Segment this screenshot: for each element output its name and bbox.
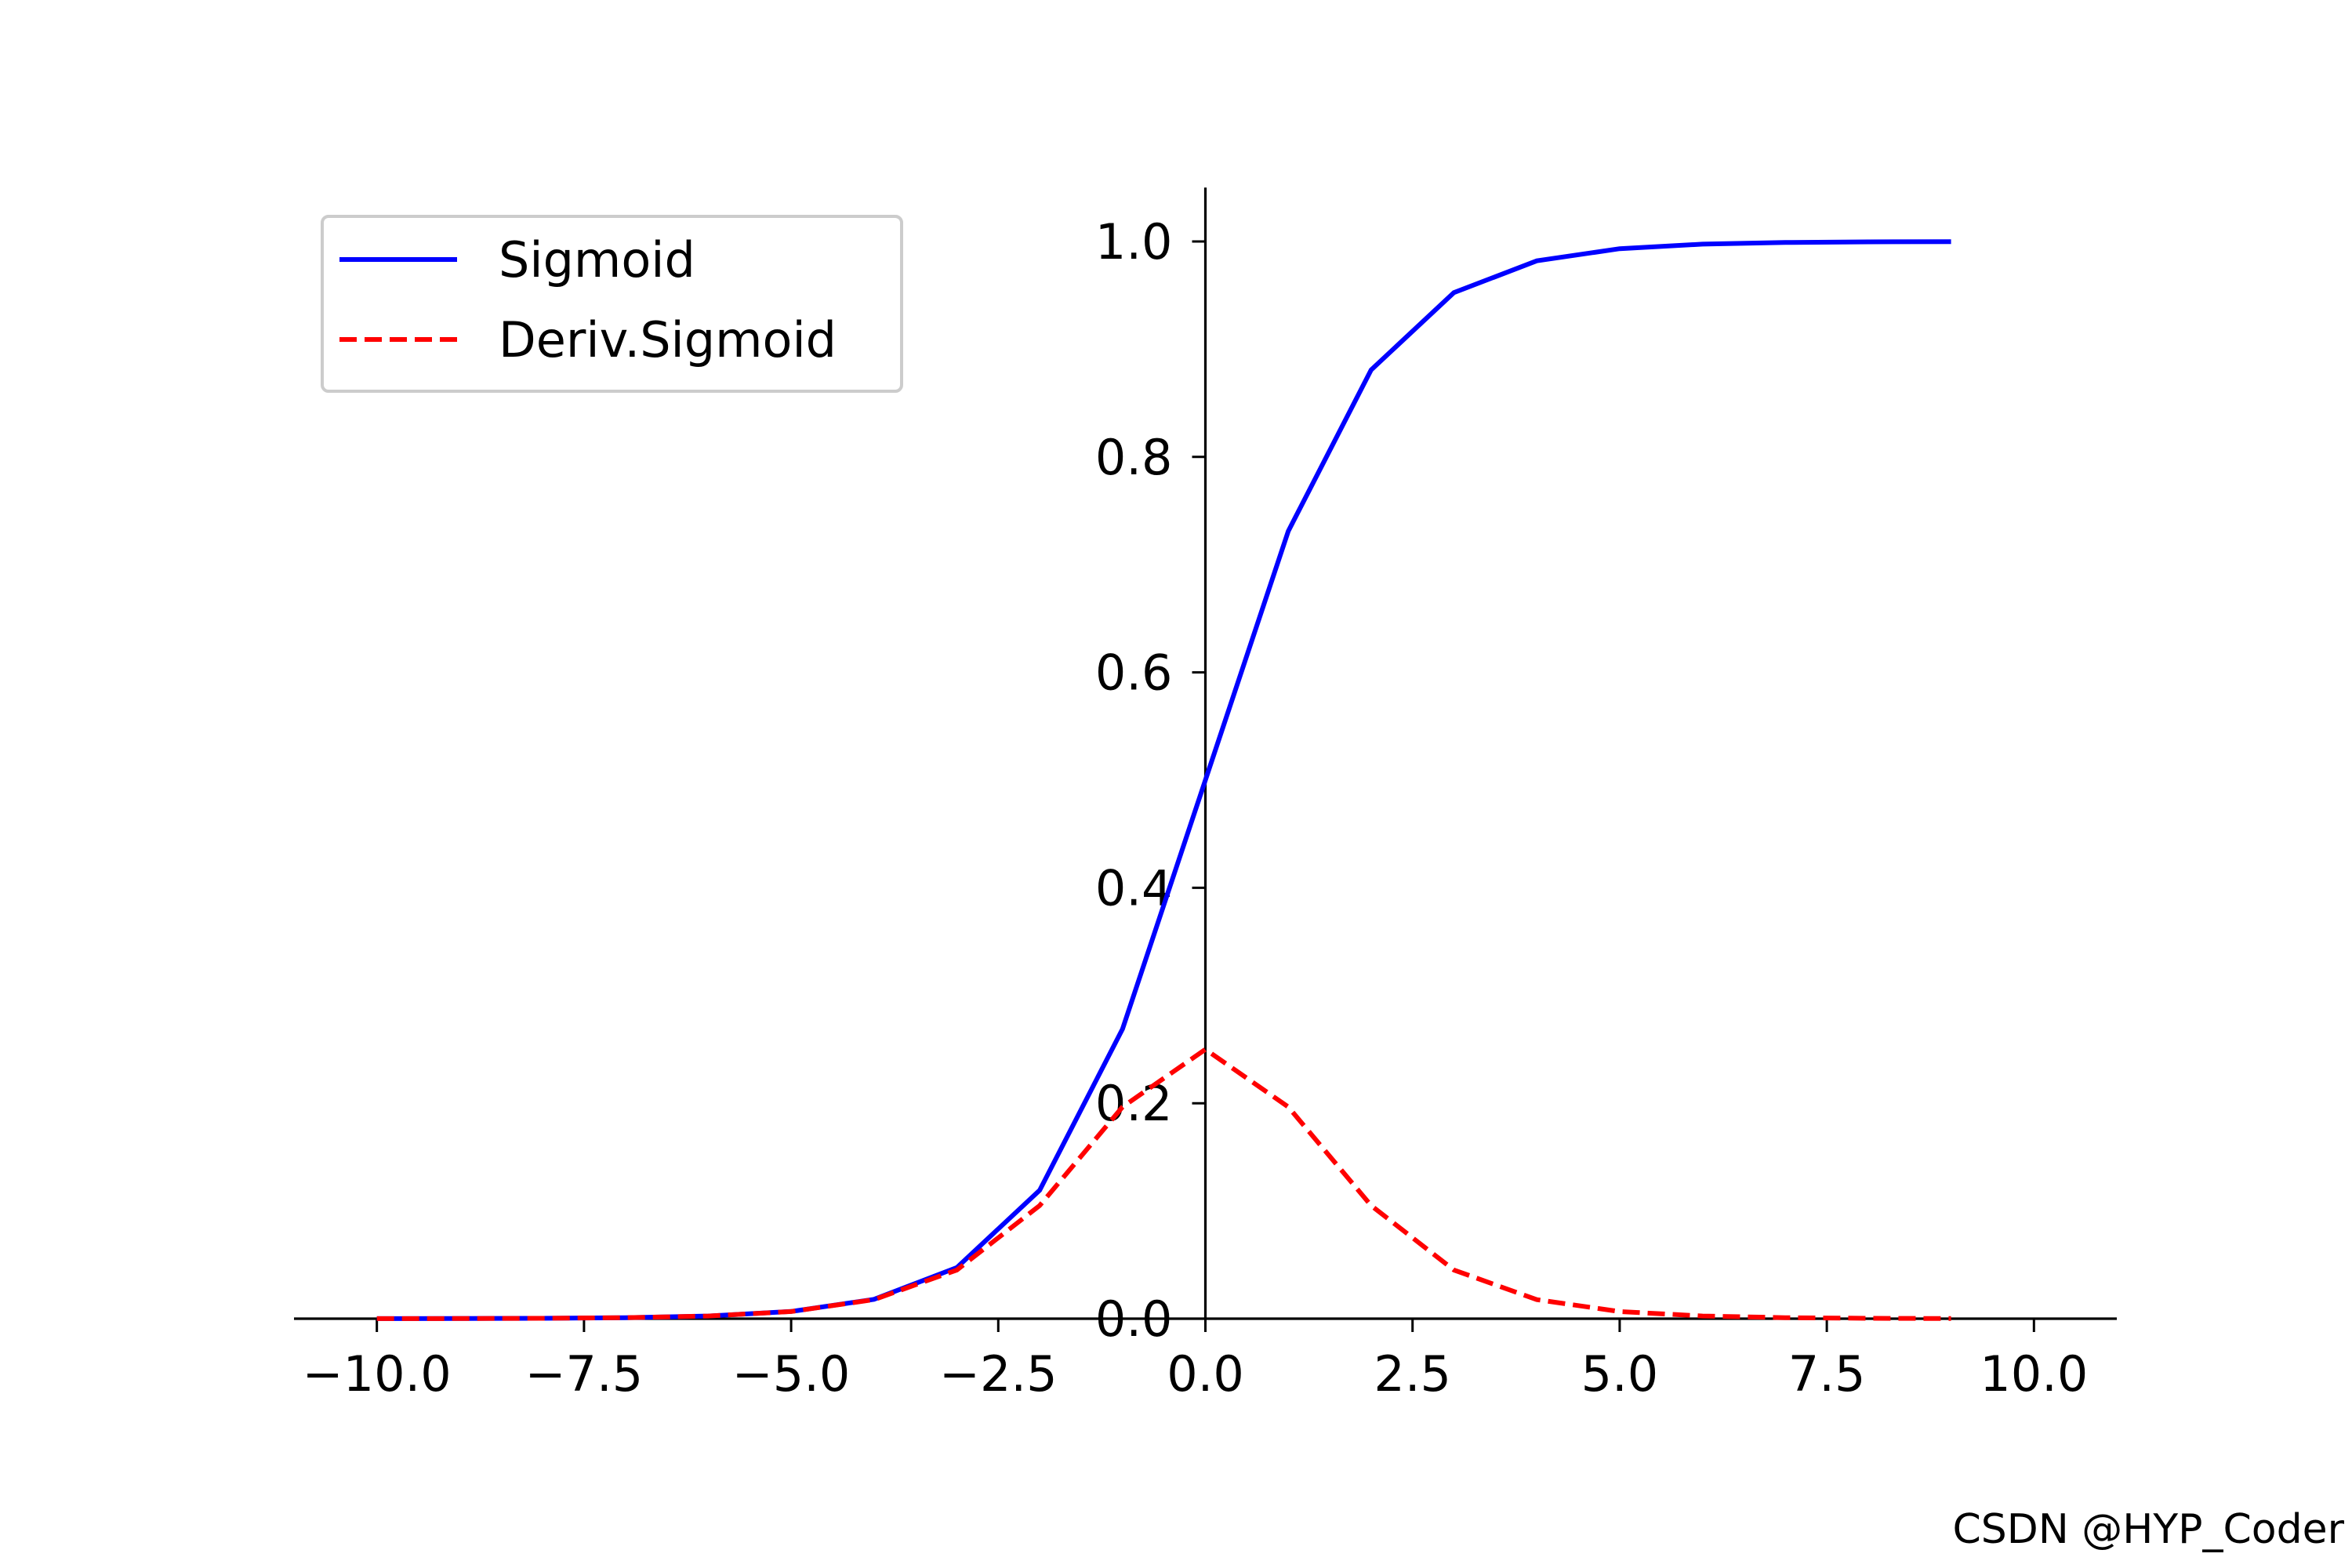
x-tick-label: 7.5 [1788, 1345, 1866, 1403]
x-tick-label: −5.0 [732, 1345, 851, 1403]
plot-lines [376, 239, 1951, 1321]
legend-label: Sigmoid [499, 231, 695, 289]
y-tick-label: 0.0 [1095, 1290, 1173, 1348]
watermark: CSDN @HYP_Coder [1952, 1506, 2344, 1553]
y-tick-label: 0.4 [1095, 859, 1173, 916]
x-tick-label: 2.5 [1374, 1345, 1451, 1403]
x-tick-label: 10.0 [1980, 1345, 2088, 1403]
y-tick-label: 0.2 [1095, 1075, 1173, 1132]
x-tick-label: −7.5 [525, 1345, 644, 1403]
legend: Sigmoid Deriv.Sigmoid [321, 215, 903, 393]
legend-box [321, 215, 903, 393]
x-tick-label: −10.0 [303, 1345, 452, 1403]
x-tick-label: 5.0 [1581, 1345, 1659, 1403]
series-line-sigmoid [376, 239, 1951, 1321]
y-tick-label: 1.0 [1095, 213, 1173, 270]
y-tick-label: 0.6 [1095, 644, 1173, 702]
legend-label: Deriv.Sigmoid [499, 311, 837, 368]
y-tick-label: 0.8 [1095, 429, 1173, 486]
series-line-deriv-sigmoid [376, 1046, 1951, 1321]
x-tick-label: 0.0 [1167, 1345, 1244, 1403]
x-tick-label: −2.5 [939, 1345, 1058, 1403]
axes: −10.0 −7.5 −5.0 −2.5 0.0 2.5 5.0 7.5 10.0 0.0 0.2 0… [294, 187, 2117, 1403]
